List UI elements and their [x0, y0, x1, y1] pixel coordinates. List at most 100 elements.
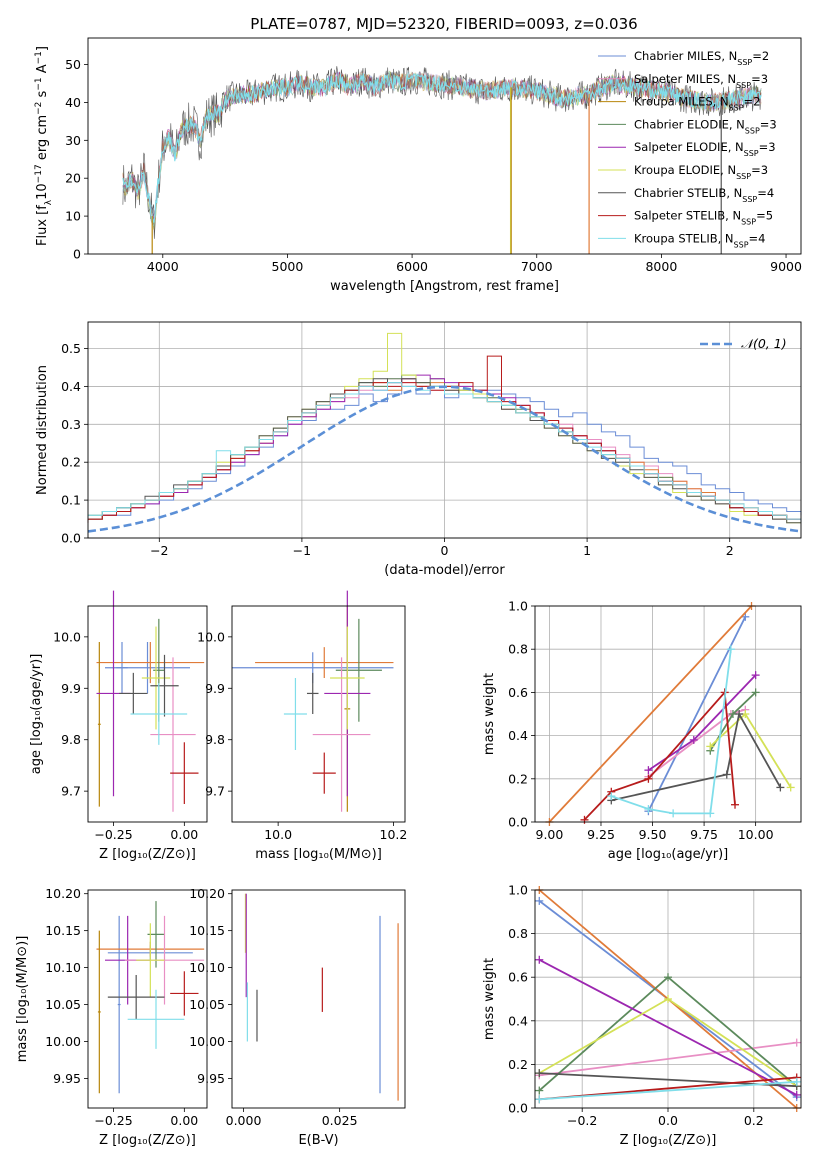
y-tick-label: 0.8 — [508, 642, 528, 657]
y-tick-label: 9.7 — [205, 784, 225, 799]
weight-vs-metallicity-panel: −0.2 0.0 0.2 0.0 0.2 0.4 0.6 0.8 1.0 Z [log₁₀(Z/Z… — [482, 883, 802, 1148]
mass-weight-line — [611, 711, 782, 802]
y-tick-label: 0.6 — [508, 970, 528, 985]
legend-label-sub: SSP — [729, 103, 744, 112]
y-tick-label: 1.0 — [508, 883, 528, 898]
y-tick-label: 50 — [65, 57, 81, 72]
x-tick-label: 0.2 — [744, 1113, 764, 1128]
model-spectrum-line — [122, 69, 762, 217]
y-tick-label: 0.2 — [508, 771, 528, 786]
mass-weight-line — [611, 649, 732, 815]
x-tick-label: 8000 — [645, 259, 677, 274]
y-tick-label: 0.1 — [61, 493, 81, 508]
histogram-step-line — [87, 385, 802, 523]
y-axis-label: mass [log₁₀(M/M⊙)] — [15, 936, 30, 1063]
y-tick-label: 9.7 — [61, 784, 81, 799]
y-axis-label: Normed distribution — [35, 365, 50, 495]
y-axis-label-part: 10 — [35, 183, 50, 200]
axes-frame — [534, 889, 802, 1109]
legend-label-sub: SSP — [736, 172, 751, 181]
legend-label-name: Kroupa MILES, N — [634, 95, 729, 109]
y-tick-label: 0.4 — [508, 1013, 528, 1028]
x-tick-label: 0.00 — [170, 1113, 198, 1128]
y-tick-label: 20 — [65, 171, 81, 186]
axes-frame — [534, 605, 802, 823]
y-tick-label: 10.10 — [45, 960, 81, 975]
x-tick-label: 0.00 — [170, 827, 198, 842]
y-tick-label: 30 — [65, 133, 81, 148]
spectrum-panel: 4000 5000 6000 7000 8000 9000 0 10 20 30 40 50 wavel… — [34, 37, 802, 294]
axes-frame — [87, 605, 208, 823]
x-tick-label: 0 — [441, 543, 449, 558]
legend-label-sub: SSP — [737, 58, 752, 67]
y-tick-label: 0.3 — [61, 417, 81, 432]
legend-label-tail: =3 — [751, 163, 768, 177]
age-vs-metallicity-panel: −0.25 0.00 9.7 9.8 9.9 10.0 Z [log₁₀(Z/Z⊙)] age… — [29, 590, 208, 862]
x-tick-label: 9.25 — [587, 827, 615, 842]
legend-label-tail: =3 — [760, 117, 777, 131]
y-tick-label: 10.10 — [189, 960, 225, 975]
y-axis-label-part: −1 — [34, 51, 44, 64]
y-tick-label: 10.20 — [189, 886, 225, 901]
x-axis-label: Z [log₁₀(Z/Z⊙)] — [99, 1133, 196, 1148]
legend-label-sub: SSP — [745, 126, 760, 135]
y-tick-label: 0.2 — [508, 1057, 528, 1072]
legend-label-name: Chabrier MILES, N — [634, 49, 737, 63]
mass-vs-metallicity-panel: −0.25 0.00 9.95 10.00 10.05 10.10 10.15 10.20 Z … — [15, 886, 208, 1148]
y-tick-label: 0.8 — [508, 926, 528, 941]
y-tick-label: 9.95 — [197, 1071, 225, 1086]
legend-label-tail: =2 — [752, 49, 769, 63]
y-tick-label: 10.0 — [53, 629, 81, 644]
age-vs-mass-panel: 10.0 10.2 9.7 9.8 9.9 10.0 mass [log₁₀(M/M⊙)] — [197, 590, 408, 862]
y-tick-label: 0.2 — [61, 455, 81, 470]
y-tick-label: 0 — [73, 247, 81, 262]
y-tick-label: 0.4 — [508, 728, 528, 743]
y-tick-label: 10.00 — [45, 1034, 81, 1049]
legend-label-name: Chabrier ELODIE, N — [634, 117, 745, 131]
mass-weight-line — [539, 1080, 797, 1101]
x-axis-label: age [log₁₀(age/yr)] — [608, 847, 729, 862]
y-axis-label-part: λ — [44, 199, 54, 205]
mass-weight-line — [647, 674, 757, 771]
y-axis-label-part: A — [35, 64, 50, 77]
y-tick-label: 10.05 — [189, 997, 225, 1012]
normal-distribution-curve — [87, 385, 802, 533]
x-tick-label: 9.00 — [536, 827, 564, 842]
y-axis-label: mass weight — [482, 673, 497, 755]
x-tick-label: 1 — [583, 543, 591, 558]
y-tick-label: 9.9 — [205, 681, 225, 696]
x-tick-label: −1 — [293, 543, 311, 558]
x-axis-label: mass [log₁₀(M/M⊙)] — [255, 847, 382, 862]
x-tick-label: 10.00 — [738, 827, 774, 842]
legend-label: Salpeter ELODIE, NSSP=3 — [634, 140, 776, 158]
x-tick-label: −0.25 — [94, 827, 132, 842]
x-tick-label: 5000 — [272, 259, 304, 274]
legend-label-name: Kroupa STELIB, N — [634, 231, 734, 245]
legend-label-name: Chabrier STELIB, N — [634, 186, 742, 200]
axes-frame — [231, 889, 406, 1109]
y-tick-label: 10.20 — [45, 886, 81, 901]
mass-weight-line — [538, 959, 798, 1096]
axes-frame — [87, 37, 802, 255]
legend-label-tail: =3 — [759, 140, 776, 154]
mass-weight-line — [539, 1041, 797, 1077]
y-axis-label-part: −17 — [34, 164, 44, 183]
legend-label-sub: SSP — [744, 149, 759, 158]
legend-label-tail: =4 — [757, 186, 774, 200]
y-tick-label: 10.05 — [45, 997, 81, 1012]
y-axis-label-part: Flux [f — [35, 205, 50, 246]
y-tick-label: 0.0 — [508, 815, 528, 830]
y-tick-label: 10.15 — [189, 923, 225, 938]
x-axis-label: E(B-V) — [298, 1133, 338, 1148]
x-tick-label: −0.2 — [567, 1113, 597, 1128]
x-tick-label: 10.2 — [380, 827, 408, 842]
y-tick-label: 1.0 — [508, 599, 528, 614]
y-tick-label: 0.0 — [508, 1101, 528, 1116]
residual-histogram-panel: −2 −1 0 1 2 0.0 0.1 0.2 0.3 0.4 0.5 (data-model)/er… — [35, 321, 802, 578]
y-axis-label-part: s — [35, 90, 50, 101]
y-tick-label: 0.0 — [61, 531, 81, 546]
y-tick-label: 10.0 — [197, 629, 225, 644]
x-tick-label: −0.25 — [94, 1113, 132, 1128]
